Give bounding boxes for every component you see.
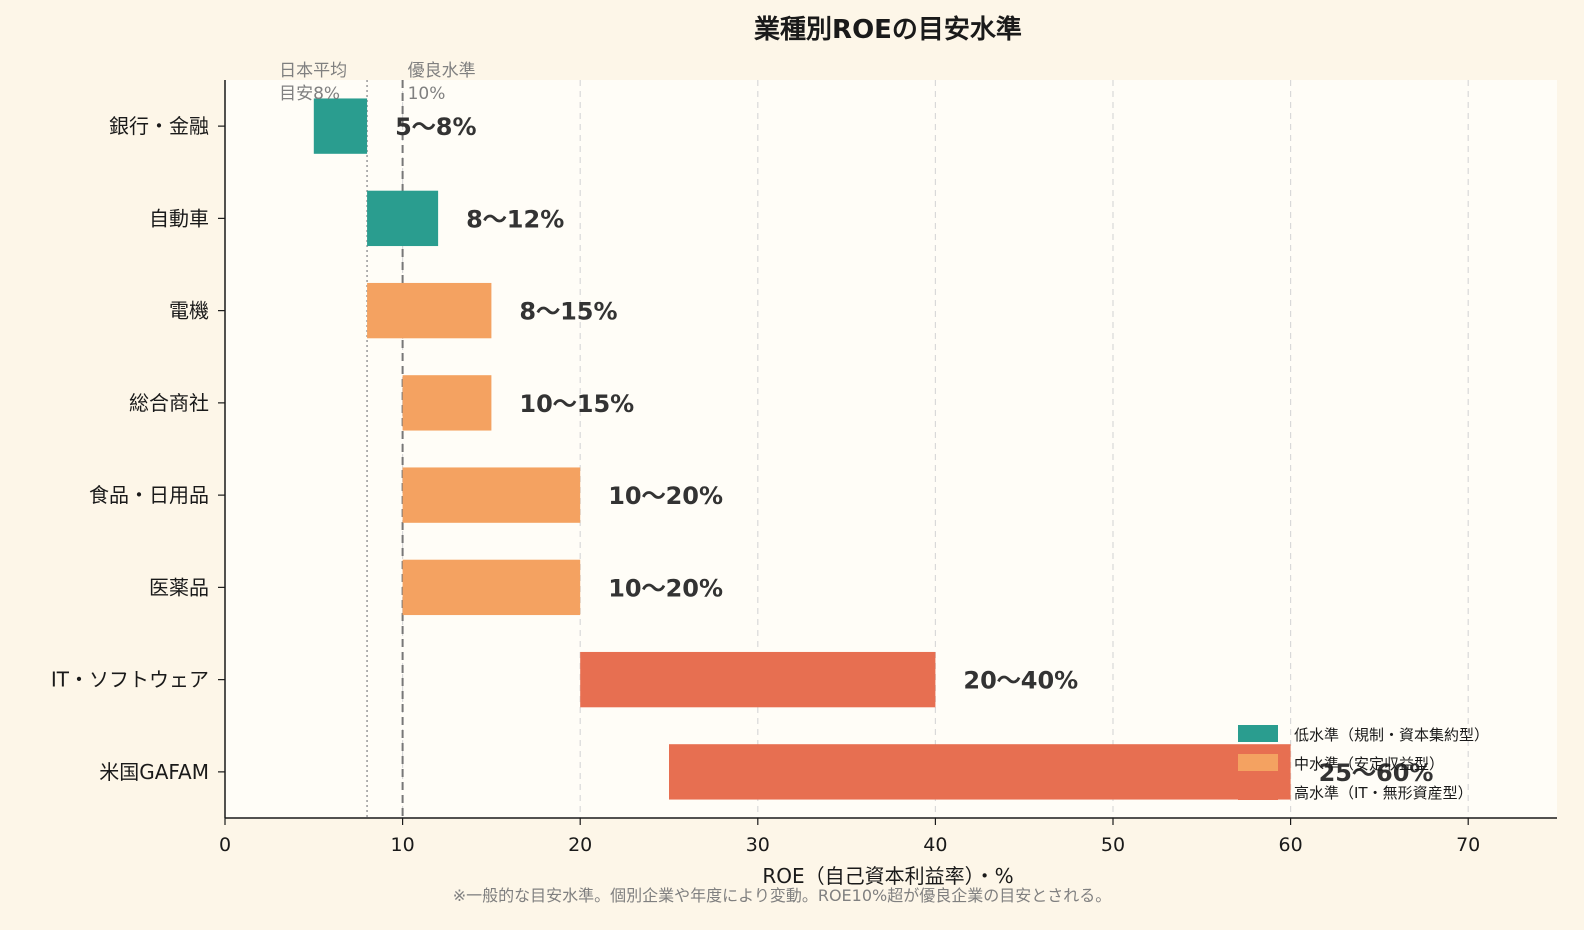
reference-line-label: 日本平均 [279,61,347,81]
category-label: 自動車 [149,206,209,230]
reference-line-label: 10% [408,84,446,104]
category-label: 電機 [169,299,209,323]
category-label: 銀行・金融 [109,114,209,138]
x-tick-label: 10 [391,834,415,856]
range-bar [402,467,581,523]
category-label: 医薬品 [149,575,209,599]
range-labels: 5〜8% 8〜12% 8〜15% 10〜15% 10〜20% 10〜20% 20〜40% 25… [395,113,1433,787]
reference-line-label: 優良水準 [408,61,476,81]
legend-entry: 低水準（規制・資本集約型） [1294,726,1489,744]
x-axis-label: ROE（自己資本利益率）・% [762,864,1013,888]
reference-line-label: 目安8% [279,84,340,104]
range-bar [367,190,439,247]
range-bar [580,651,936,708]
range-label: 8〜15% [519,298,617,326]
range-label: 8〜12% [466,205,564,233]
range-label: 10〜15% [519,390,634,418]
category-label: 総合商社 [129,391,209,415]
x-tick-label: 70 [1456,834,1480,856]
category-label: 食品・日用品 [89,483,209,507]
range-bar [367,282,492,339]
legend-swatch [1238,783,1278,800]
x-tick-label: 30 [746,834,770,856]
range-bar [402,559,581,616]
x-tick-label: 0 [219,834,231,856]
legend-swatch [1238,754,1278,771]
x-tick-label: 40 [923,834,947,856]
range-label: 25〜60% [1319,759,1434,787]
x-tick-labels: 0 10 20 30 40 50 60 70 [219,818,1480,856]
range-bars [313,98,1291,800]
range-label: 5〜8% [395,113,476,141]
x-tick-label: 60 [1279,834,1303,856]
x-tick-label: 20 [568,834,592,856]
range-bar [402,375,492,431]
footnote: ※一般的な目安水準。個別企業や年度により変動。ROE10%超が優良企業の目安とさ… [453,886,1111,905]
legend: 低水準（規制・資本集約型） 中水準（安定収益型） 高水準（IT・無形資産型） [1238,725,1489,802]
legend-entry: 中水準（安定収益型） [1294,755,1444,773]
legend-entry: 高水準（IT・無形資産型） [1294,784,1473,802]
category-label: IT・ソフトウェア [51,668,209,692]
x-tick-label: 50 [1101,834,1125,856]
range-label: 10〜20% [608,574,723,602]
range-bar [313,98,368,154]
range-label: 20〜40% [963,667,1078,695]
range-label: 10〜20% [608,482,723,510]
chart-title: 業種別ROEの目安水準 [754,14,1022,45]
legend-swatch [1238,725,1278,742]
axes [224,80,1557,819]
range-bar [669,744,1291,800]
category-label: 米国GAFAM [99,760,209,784]
